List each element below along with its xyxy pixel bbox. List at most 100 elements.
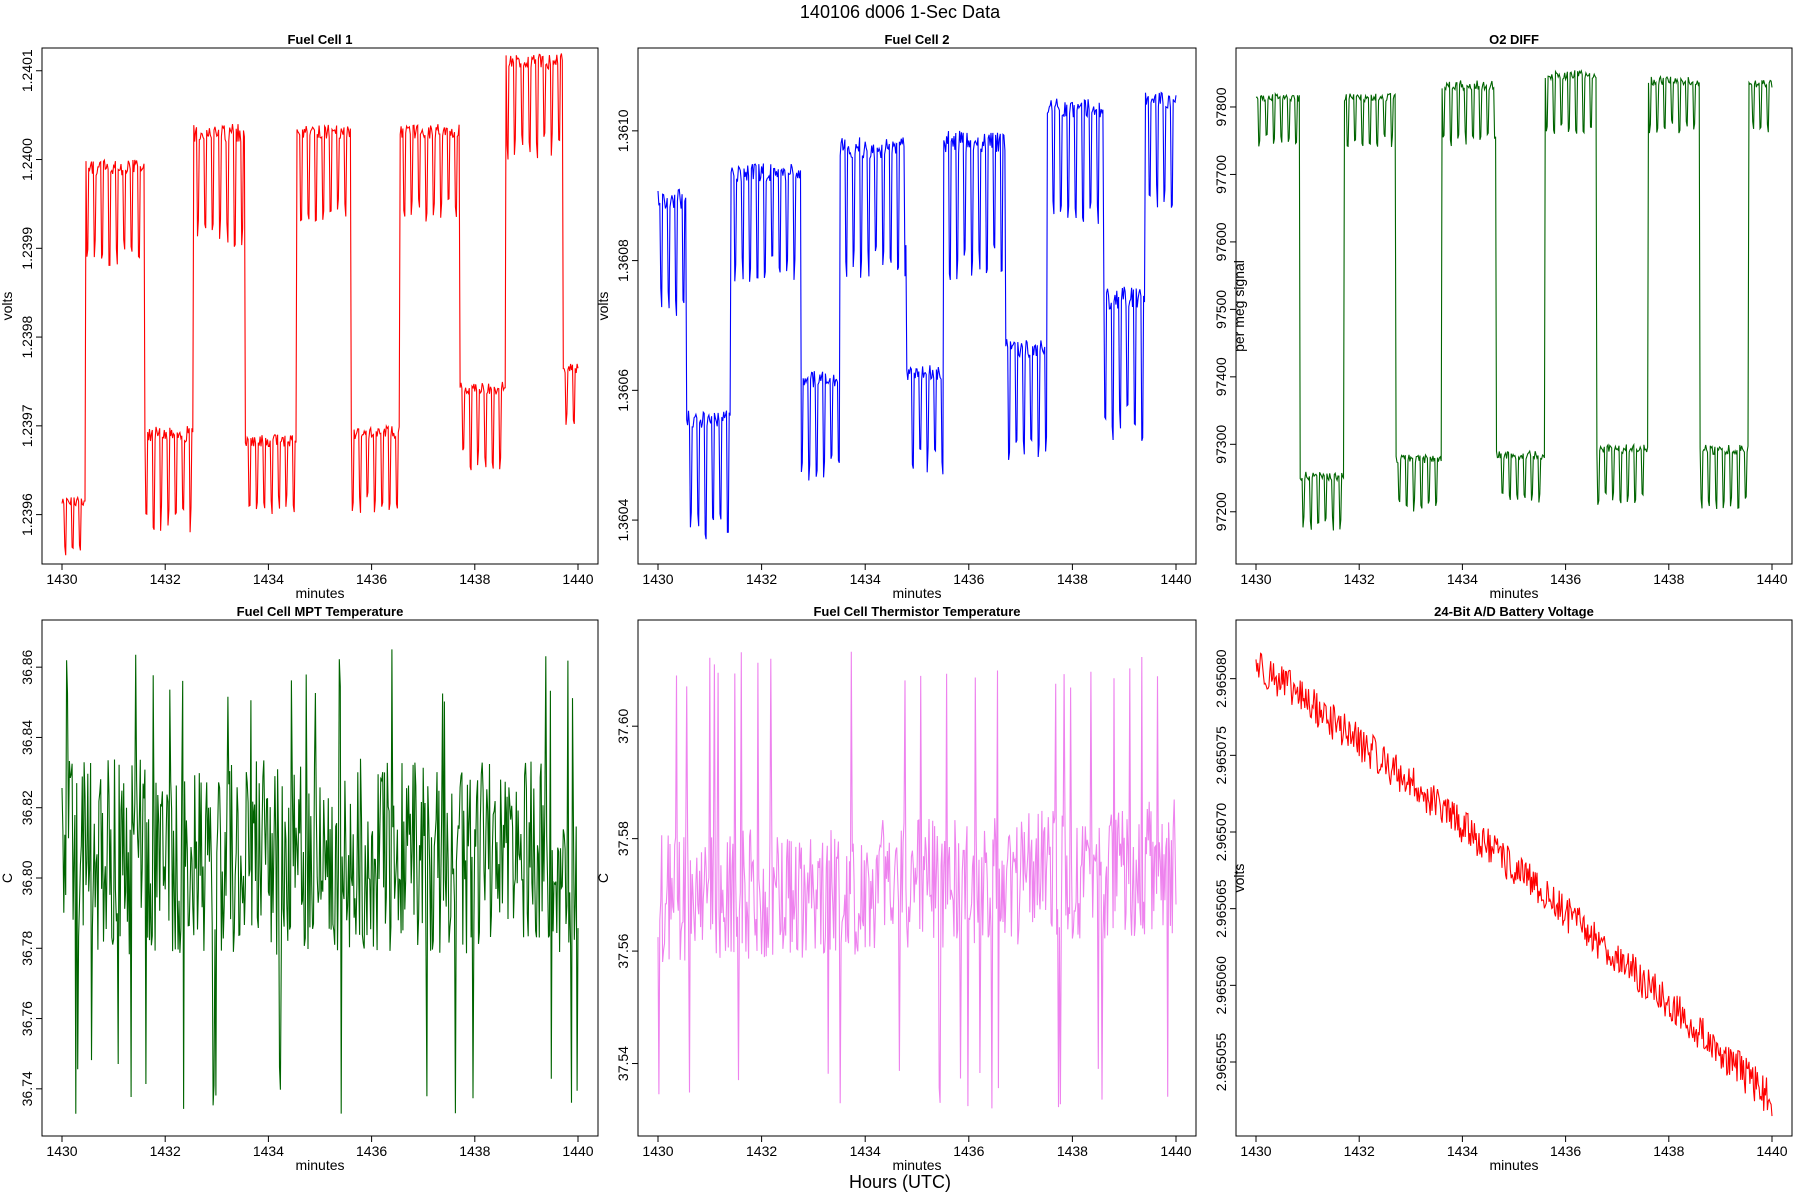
figure-xaxis-footer: Hours (UTC) (849, 1172, 951, 1192)
y-tick-label: 37.60 (615, 708, 631, 743)
series-line (1255, 69, 1773, 531)
series-line (61, 53, 579, 556)
x-axis-label: minutes (892, 585, 941, 601)
x-tick-label: 1436 (953, 571, 984, 587)
y-tick-label: 36.74 (19, 1071, 35, 1106)
chart-panel-4: Fuel Cell MPT Temperature 1430 1432 1434 143… (0, 604, 599, 1173)
x-tick-label: 1432 (150, 1143, 181, 1159)
y-tick-label: 36.86 (19, 649, 35, 684)
y-tick-label: 2.965065 (1213, 879, 1229, 938)
y-axis-label: volts (1231, 864, 1247, 893)
figure-title: 140106 d006 1-Sec Data (799, 2, 1001, 22)
chart-panel-1: Fuel Cell 1 1430 1432 1434 1436 1438 1440 minut… (0, 32, 599, 601)
y-tick-label: 2.965080 (1213, 649, 1229, 708)
y-tick-label: 2.965060 (1213, 956, 1229, 1015)
y-tick-label: 97300 (1213, 425, 1229, 464)
chart-title: O2 DIFF (1489, 32, 1539, 47)
chart-title: Fuel Cell MPT Temperature (237, 604, 404, 619)
x-tick-label: 1440 (1160, 1143, 1191, 1159)
y-axis-label: volts (595, 292, 611, 321)
y-tick-label: 37.58 (615, 821, 631, 856)
y-axis-label: C (0, 873, 15, 883)
y-tick-label: 1.2398 (19, 315, 35, 358)
x-tick-label: 1430 (46, 1143, 77, 1159)
chart-panel-6: 24-Bit A/D Battery Voltage 1430 1432 1434 14… (1213, 604, 1793, 1173)
y-tick-label: 37.54 (615, 1046, 631, 1081)
y-tick-label: 2.965075 (1213, 726, 1229, 785)
y-tick-label: 2.965070 (1213, 803, 1229, 862)
y-tick-label: 97800 (1213, 87, 1229, 126)
x-axis-label: minutes (295, 585, 344, 601)
series-line (1255, 652, 1773, 1117)
x-tick-label: 1432 (746, 571, 777, 587)
x-tick-label: 1438 (459, 1143, 490, 1159)
x-tick-label: 1438 (1653, 1143, 1684, 1159)
x-axis-label: minutes (1489, 585, 1538, 601)
x-tick-label: 1436 (1550, 571, 1581, 587)
y-tick-label: 36.84 (19, 720, 35, 755)
y-tick-label: 2.965055 (1213, 1033, 1229, 1092)
chart-title: 24-Bit A/D Battery Voltage (1434, 604, 1594, 619)
y-tick-label: 1.2399 (19, 227, 35, 270)
x-tick-label: 1434 (850, 1143, 881, 1159)
x-tick-label: 1438 (1653, 571, 1684, 587)
y-tick-label: 1.3608 (615, 239, 631, 282)
plot-frame (637, 47, 1197, 565)
x-tick-label: 1440 (1756, 1143, 1787, 1159)
y-tick-label: 37.56 (615, 933, 631, 968)
y-tick-label: 36.82 (19, 790, 35, 825)
x-tick-label: 1430 (642, 1143, 673, 1159)
chart-panel-3: O2 DIFF 1430 1432 1434 1436 1438 1440 minutes 97… (1213, 32, 1793, 601)
y-axis-label: volts (0, 292, 15, 321)
chart-title: Fuel Cell Thermistor Temperature (813, 604, 1020, 619)
x-tick-label: 1438 (1057, 1143, 1088, 1159)
series-line (61, 649, 579, 1114)
chart-title: Fuel Cell 1 (287, 32, 352, 47)
y-axis-label: C (595, 873, 611, 883)
y-tick-label: 97600 (1213, 222, 1229, 261)
chart-panel-5: Fuel Cell Thermistor Temperature 1430 1432… (595, 604, 1197, 1173)
x-axis-label: minutes (892, 1157, 941, 1173)
y-tick-label: 1.3604 (615, 498, 631, 541)
x-tick-label: 1432 (1344, 1143, 1375, 1159)
x-tick-label: 1436 (953, 1143, 984, 1159)
plot-frame (1235, 619, 1793, 1137)
x-tick-label: 1440 (1160, 571, 1191, 587)
y-tick-label: 1.2400 (19, 138, 35, 181)
y-tick-label: 97500 (1213, 290, 1229, 329)
x-tick-label: 1430 (1240, 571, 1271, 587)
x-tick-label: 1438 (1057, 571, 1088, 587)
y-tick-label: 97400 (1213, 357, 1229, 396)
y-tick-label: 1.3610 (615, 109, 631, 152)
y-tick-label: 36.80 (19, 860, 35, 895)
series-line (657, 91, 1177, 540)
x-tick-label: 1436 (1550, 1143, 1581, 1159)
x-tick-label: 1436 (356, 571, 387, 587)
x-tick-label: 1434 (1447, 1143, 1478, 1159)
series-line (657, 651, 1177, 1109)
x-tick-label: 1430 (46, 571, 77, 587)
plot-frame (41, 47, 599, 565)
x-tick-label: 1440 (562, 1143, 593, 1159)
y-axis-label: per meg signal (1231, 260, 1247, 352)
x-tick-label: 1430 (1240, 1143, 1271, 1159)
x-tick-label: 1430 (642, 571, 673, 587)
x-tick-label: 1432 (746, 1143, 777, 1159)
x-tick-label: 1434 (850, 571, 881, 587)
y-tick-label: 36.76 (19, 1001, 35, 1036)
y-tick-label: 1.2401 (19, 49, 35, 92)
y-tick-label: 1.3606 (615, 369, 631, 412)
y-tick-label: 97700 (1213, 155, 1229, 194)
x-tick-label: 1440 (1756, 571, 1787, 587)
chart-panel-2: Fuel Cell 2 1430 1432 1434 1436 1438 1440 minut… (595, 32, 1197, 601)
y-tick-label: 1.2397 (19, 404, 35, 447)
plot-frame (637, 619, 1197, 1137)
x-tick-label: 1432 (150, 571, 181, 587)
x-axis-label: minutes (295, 1157, 344, 1173)
y-tick-label: 36.78 (19, 931, 35, 966)
y-tick-label: 97200 (1213, 492, 1229, 531)
x-axis-label: minutes (1489, 1157, 1538, 1173)
x-tick-label: 1436 (356, 1143, 387, 1159)
x-tick-label: 1440 (562, 571, 593, 587)
